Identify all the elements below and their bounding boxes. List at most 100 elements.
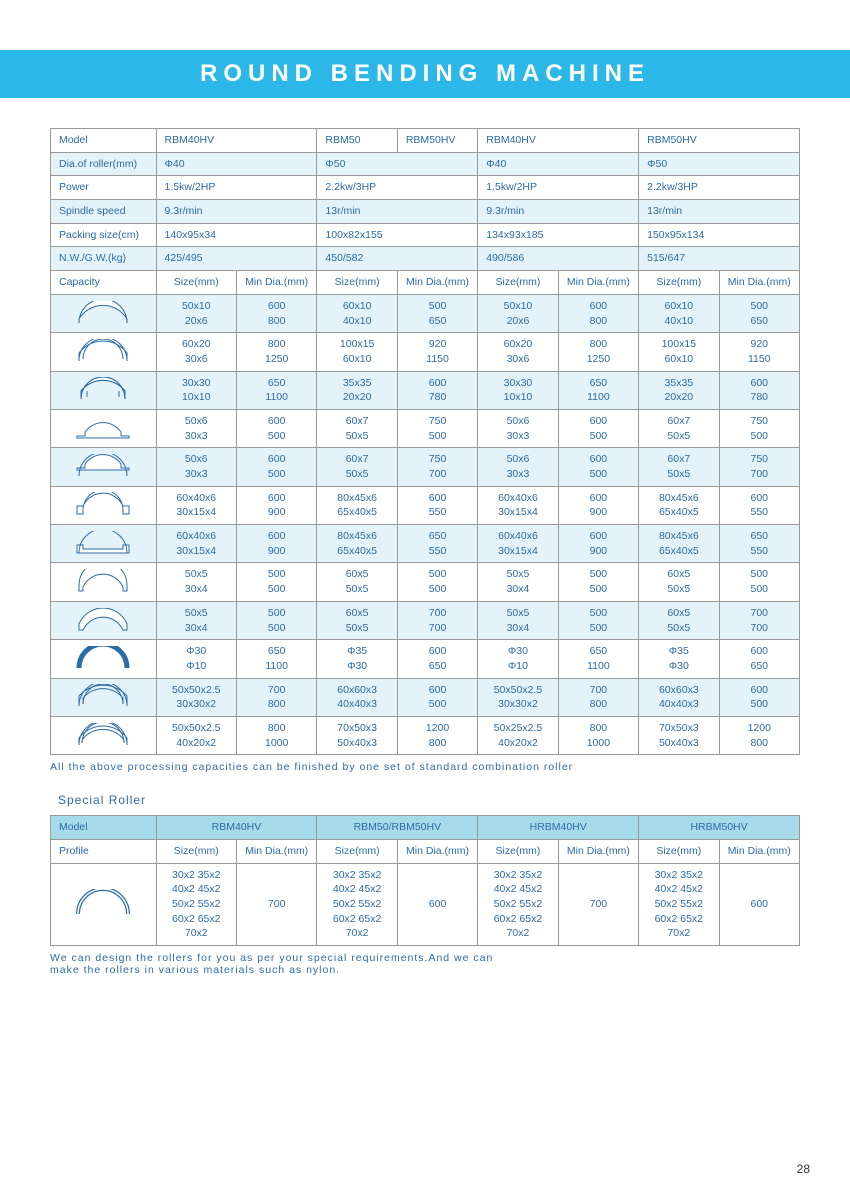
cap-cell: 60x550x5 xyxy=(639,601,719,639)
sp-label-mindia-0: Min Dia.(mm) xyxy=(236,840,316,864)
cap-cell: 60x750x5 xyxy=(317,409,397,447)
cap-cell: 600800 xyxy=(236,294,316,332)
footnote-2: We can design the rollers for you as per… xyxy=(50,946,800,976)
cap-cell: 70x50x350x40x3 xyxy=(639,716,719,754)
sp-model-1: RBM50/RBM50HV xyxy=(317,816,478,840)
label-speed: Spindle speed xyxy=(51,200,157,224)
dia-0: Φ40 xyxy=(156,152,317,176)
cap-cell: 750500 xyxy=(719,409,799,447)
cap-cell: 6501100 xyxy=(558,371,638,409)
cap-cell: 60x2030x6 xyxy=(156,333,236,371)
rect-tube-icon xyxy=(51,716,157,754)
label-mindia-3: Min Dia.(mm) xyxy=(719,271,799,295)
cap-cell: Φ35Φ30 xyxy=(317,640,397,678)
sp-label-mindia-2: Min Dia.(mm) xyxy=(558,840,638,864)
cap-cell: 30x3010x10 xyxy=(156,371,236,409)
weight-0: 425/495 xyxy=(156,247,317,271)
cap-cell: 600780 xyxy=(719,371,799,409)
cap-cell: 600550 xyxy=(397,486,477,524)
cap-cell: 50x50x2.530x30x2 xyxy=(478,678,558,716)
page-title: ROUND BENDING MACHINE xyxy=(0,50,850,98)
label-capacity: Capacity xyxy=(51,271,157,295)
cap-cell: 50x530x4 xyxy=(478,601,558,639)
cap-cell: 60x1040x10 xyxy=(317,294,397,332)
cap-cell: 80x45x665x40x5 xyxy=(317,486,397,524)
model-col-3: RBM40HV xyxy=(478,129,639,153)
cap-cell: 500500 xyxy=(397,563,477,601)
cap-cell: 60x2030x6 xyxy=(478,333,558,371)
power-3: 2.2kw/3HP xyxy=(639,176,800,200)
cap-cell: 60x40x630x15x4 xyxy=(478,525,558,563)
cap-cell: 60x750x5 xyxy=(639,448,719,486)
cap-cell: 60x550x5 xyxy=(639,563,719,601)
cap-cell: 600900 xyxy=(558,525,638,563)
sp-size-1: 30x2 35x2 40x2 45x2 50x2 55x2 60x2 65x2 … xyxy=(317,863,397,945)
sp-label-mindia-1: Min Dia.(mm) xyxy=(397,840,477,864)
packing-1: 100x82x155 xyxy=(317,223,478,247)
speed-3: 13r/min xyxy=(639,200,800,224)
cap-cell: 750500 xyxy=(397,409,477,447)
cap-cell: 50x630x3 xyxy=(478,409,558,447)
cap-cell: 500500 xyxy=(558,601,638,639)
cap-cell: 60x550x5 xyxy=(317,563,397,601)
tee-down-icon xyxy=(51,409,157,447)
sp-label-size-3: Size(mm) xyxy=(639,840,719,864)
sp-mindia-1: 600 xyxy=(397,863,477,945)
cap-cell: 50x50x2.540x20x2 xyxy=(156,716,236,754)
cap-cell: 500500 xyxy=(719,563,799,601)
cap-cell: 60x750x5 xyxy=(639,409,719,447)
angle-down-icon xyxy=(51,563,157,601)
cap-cell: 500500 xyxy=(236,563,316,601)
cap-cell: 8001250 xyxy=(558,333,638,371)
cap-cell: 8001000 xyxy=(558,716,638,754)
sp-size-3: 30x2 35x2 40x2 45x2 50x2 55x2 60x2 65x2 … xyxy=(639,863,719,945)
footnote-1: All the above processing capacities can … xyxy=(50,755,800,773)
sp-label-profile: Profile xyxy=(51,840,157,864)
label-model: Model xyxy=(51,129,157,153)
speed-1: 13r/min xyxy=(317,200,478,224)
packing-0: 140x95x34 xyxy=(156,223,317,247)
cap-cell: 50x25x2.540x20x2 xyxy=(478,716,558,754)
flat-bar-icon xyxy=(51,294,157,332)
label-mindia-0: Min Dia.(mm) xyxy=(236,271,316,295)
cap-cell: 35x3520x20 xyxy=(317,371,397,409)
power-0: 1.5kw/2HP xyxy=(156,176,317,200)
cap-cell: 35x3520x20 xyxy=(639,371,719,409)
label-packing: Packing size(cm) xyxy=(51,223,157,247)
cap-cell: 9201150 xyxy=(719,333,799,371)
cap-cell: 600500 xyxy=(236,409,316,447)
cap-cell: 9201150 xyxy=(397,333,477,371)
cap-cell: 60x40x630x15x4 xyxy=(156,525,236,563)
sp-label-mindia-3: Min Dia.(mm) xyxy=(719,840,799,864)
cap-cell: Φ35Φ30 xyxy=(639,640,719,678)
cap-cell: 50x630x3 xyxy=(156,448,236,486)
cap-cell: 30x3010x10 xyxy=(478,371,558,409)
cap-cell: 700800 xyxy=(236,678,316,716)
cap-cell: 60x60x340x40x3 xyxy=(639,678,719,716)
cap-cell: 600500 xyxy=(397,678,477,716)
square-tube-icon xyxy=(51,678,157,716)
packing-2: 134x93x185 xyxy=(478,223,639,247)
model-col-2: RBM50HV xyxy=(397,129,477,153)
cap-cell: 60x1040x10 xyxy=(639,294,719,332)
weight-2: 490/586 xyxy=(478,247,639,271)
cap-cell: 700800 xyxy=(558,678,638,716)
sp-mindia-2: 700 xyxy=(558,863,638,945)
cap-cell: 700700 xyxy=(397,601,477,639)
cap-cell: 80x45x665x40x5 xyxy=(639,486,719,524)
cap-cell: 50x530x4 xyxy=(156,563,236,601)
speed-2: 9.3r/min xyxy=(478,200,639,224)
cap-cell: 600500 xyxy=(236,448,316,486)
cap-cell: 50x1020x6 xyxy=(156,294,236,332)
label-dia: Dia.of roller(mm) xyxy=(51,152,157,176)
cap-cell: 700700 xyxy=(719,601,799,639)
page-number: 28 xyxy=(797,1162,810,1176)
cap-cell: 50x630x3 xyxy=(156,409,236,447)
cap-cell: 6501100 xyxy=(236,371,316,409)
cap-cell: 750700 xyxy=(719,448,799,486)
cap-cell: 600500 xyxy=(558,448,638,486)
sp-label-size-2: Size(mm) xyxy=(478,840,558,864)
cap-cell: 80x45x665x40x5 xyxy=(639,525,719,563)
cap-cell: 60x60x340x40x3 xyxy=(317,678,397,716)
power-2: 1.5kw/2HP xyxy=(478,176,639,200)
